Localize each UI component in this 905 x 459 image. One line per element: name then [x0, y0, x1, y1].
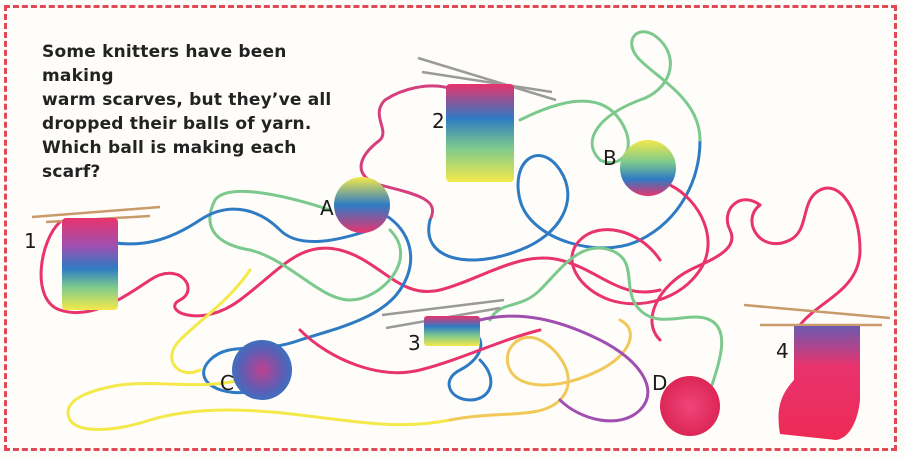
- yarn-strand-2: [202, 213, 413, 395]
- ball-d-yarn-ball: [660, 376, 720, 436]
- scarf-1-needle-top: [31, 205, 161, 219]
- ball-a: A: [320, 177, 390, 233]
- ball-b-yarn-ball: [620, 140, 676, 196]
- scarf-4-needle-top: [743, 303, 891, 320]
- instruction-line-4: Which ball is making each scarf?: [42, 138, 297, 182]
- yarn-strand-5: [427, 138, 702, 262]
- yarn-strand-18: [298, 328, 542, 375]
- yarn-strand-14: [478, 314, 650, 423]
- instruction-line-2: warm scarves, but they’ve all: [42, 90, 332, 110]
- yarn-strand-4: [359, 84, 457, 222]
- scarf-1-body: [62, 218, 118, 310]
- scarf-1-label: 1: [24, 229, 37, 253]
- ball-c: C: [220, 340, 292, 400]
- ball-c-label: C: [220, 371, 234, 395]
- ball-a-label: A: [320, 196, 334, 220]
- scarf-2-label: 2: [432, 109, 445, 133]
- scarf-2-body: [446, 84, 514, 182]
- yarn-strand-8: [750, 186, 862, 327]
- instructions-text: Some knitters have been making warm scar…: [42, 40, 332, 184]
- yarn-strand-1: [39, 220, 662, 318]
- yarn-strand-16: [170, 268, 252, 375]
- ball-b-label: B: [603, 146, 617, 170]
- ball-d: D: [652, 371, 720, 436]
- yarn-strand-11: [66, 378, 452, 431]
- scarf-3-label: 3: [408, 331, 421, 355]
- yarn-strand-3: [208, 189, 403, 302]
- yarn-strand-7: [570, 183, 710, 306]
- scarf-3-body: [424, 316, 480, 346]
- ball-d-label: D: [652, 371, 667, 395]
- scarf-2-needle-top: [417, 56, 557, 102]
- yarn-strand-12: [448, 318, 632, 422]
- instruction-line-1: Some knitters have been making: [42, 42, 287, 86]
- ball-a-yarn-ball: [334, 177, 390, 233]
- yarn-strands: [39, 30, 862, 431]
- scarf-3: 3: [381, 298, 505, 355]
- instruction-line-3: dropped their balls of yarn.: [42, 114, 312, 134]
- scarf-4-label: 4: [776, 339, 789, 363]
- scarf-3-needle-top: [381, 298, 505, 317]
- scarf-4-body: [778, 326, 860, 440]
- ball-c-yarn-ball: [232, 340, 292, 400]
- scarf-2-needle-bottom: [421, 70, 553, 94]
- scarf-2: 2: [417, 56, 557, 182]
- ball-b: B: [603, 140, 676, 196]
- scarf-4: 4: [743, 303, 891, 440]
- scarf-1: 1: [24, 205, 161, 310]
- dashed-border: [4, 5, 897, 451]
- yarn-strand-9: [650, 198, 762, 342]
- yarn-strand-6: [590, 30, 702, 162]
- yarn-strand-17: [518, 99, 630, 165]
- yarn-strand-10: [488, 246, 724, 387]
- yarn-strand-15: [98, 207, 372, 246]
